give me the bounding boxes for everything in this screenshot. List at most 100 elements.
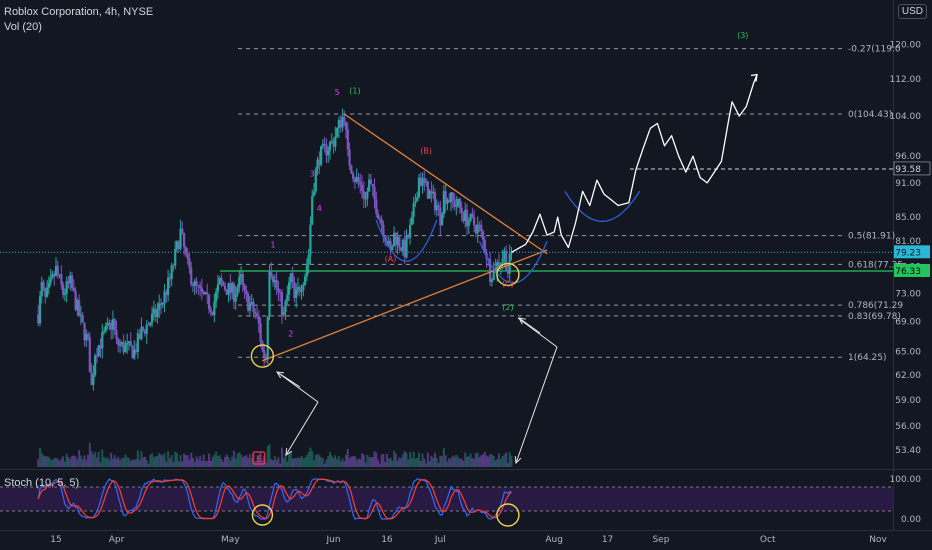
candle-body bbox=[474, 225, 477, 234]
volume-bar bbox=[336, 459, 339, 467]
candle-body bbox=[209, 309, 212, 312]
volume-bar bbox=[286, 461, 289, 467]
candle-body bbox=[199, 285, 202, 288]
volume-bar bbox=[241, 457, 244, 467]
cup-arc bbox=[564, 190, 641, 222]
volume-indicator-label[interactable]: Vol (20) bbox=[4, 21, 42, 33]
currency-button[interactable]: USD bbox=[897, 4, 927, 19]
candle-body bbox=[238, 276, 241, 288]
volume-bar bbox=[369, 457, 372, 467]
candle-body bbox=[120, 341, 123, 345]
time-tick-label: Aug bbox=[545, 535, 563, 545]
volume-bar bbox=[63, 461, 66, 467]
fib-level-label: 0.618(77.35 bbox=[848, 260, 903, 270]
volume-bar bbox=[135, 459, 138, 467]
candle-body bbox=[220, 277, 223, 282]
annotation-arrow bbox=[285, 401, 319, 456]
candle-body bbox=[193, 281, 196, 286]
candle-body bbox=[394, 232, 397, 245]
candle-body bbox=[241, 274, 244, 285]
volume-bar bbox=[350, 456, 353, 467]
volume-bar bbox=[159, 454, 162, 467]
volume-bar bbox=[168, 458, 171, 467]
volume-bar bbox=[401, 454, 404, 467]
candle-body bbox=[202, 291, 205, 295]
stoch-highlight-circle bbox=[251, 504, 274, 526]
trendline-lower bbox=[262, 249, 548, 362]
volume-bar bbox=[147, 463, 150, 467]
volume-bar bbox=[47, 456, 50, 467]
volume-bar bbox=[248, 453, 251, 467]
volume-bar bbox=[508, 452, 511, 467]
volume-bar bbox=[501, 456, 504, 467]
volume-bar bbox=[192, 457, 194, 467]
stoch-indicator-label[interactable]: Stoch (10, 5, 5) bbox=[4, 477, 80, 489]
volume-bar bbox=[302, 458, 305, 467]
volume-bar bbox=[389, 457, 392, 467]
time-tick-label: Apr bbox=[109, 535, 125, 545]
volume-bar bbox=[304, 457, 307, 467]
candle-body bbox=[275, 279, 278, 289]
volume-bars bbox=[37, 442, 513, 467]
wave-label: (C) bbox=[502, 279, 514, 288]
candle-body bbox=[261, 341, 264, 351]
volume-bar bbox=[393, 450, 396, 467]
volume-bar bbox=[85, 459, 88, 467]
candle-body bbox=[263, 350, 266, 358]
volume-bar bbox=[216, 455, 219, 467]
volume-bar bbox=[469, 453, 472, 467]
volume-bar bbox=[225, 454, 228, 467]
candle-body bbox=[426, 181, 429, 199]
candle-body bbox=[353, 178, 357, 182]
wave-label: 2 bbox=[288, 329, 293, 338]
current-price-badge bbox=[894, 245, 930, 259]
candle-body bbox=[437, 205, 440, 208]
annotation-arrow bbox=[276, 371, 301, 388]
volume-bar bbox=[298, 458, 301, 467]
volume-bar bbox=[309, 447, 312, 467]
projection-path bbox=[511, 74, 758, 253]
candle-body bbox=[174, 248, 177, 266]
candle-body bbox=[435, 205, 438, 211]
candle-body bbox=[271, 276, 275, 283]
candle-body bbox=[158, 303, 161, 310]
candle-body bbox=[346, 129, 349, 150]
candle-body bbox=[489, 259, 492, 282]
volume-bar bbox=[416, 457, 419, 467]
volume-bar bbox=[167, 451, 170, 467]
volume-bar bbox=[426, 452, 429, 467]
volume-bar bbox=[453, 456, 456, 467]
volume-bar bbox=[291, 458, 294, 467]
stoch-d-line bbox=[37, 478, 512, 520]
volume-bar bbox=[275, 459, 278, 467]
candle-body bbox=[499, 263, 502, 267]
volume-bar bbox=[136, 450, 139, 467]
volume-bar bbox=[56, 459, 59, 467]
volume-bar bbox=[101, 449, 104, 467]
candle-body bbox=[63, 293, 66, 295]
volume-bar bbox=[259, 451, 262, 467]
candle-body bbox=[94, 355, 97, 375]
volume-bar bbox=[83, 455, 86, 467]
volume-bar bbox=[466, 456, 468, 467]
volume-bar bbox=[163, 452, 166, 467]
volume-bar bbox=[355, 459, 358, 467]
candle-body bbox=[478, 224, 481, 226]
volume-bar bbox=[200, 460, 203, 467]
candle-body bbox=[53, 274, 56, 277]
volume-bar bbox=[154, 456, 157, 467]
volume-bar bbox=[494, 460, 497, 467]
volume-bar bbox=[197, 459, 200, 467]
candle-body bbox=[273, 279, 276, 283]
candle-body bbox=[152, 308, 155, 315]
candle-body bbox=[408, 224, 412, 238]
candle-body bbox=[279, 291, 282, 293]
volume-bar bbox=[72, 455, 75, 467]
candle-body bbox=[451, 192, 454, 200]
candle-body bbox=[110, 322, 113, 330]
candle-body bbox=[398, 237, 401, 248]
volume-bar bbox=[464, 452, 467, 467]
candle-body bbox=[296, 286, 300, 290]
time-tick-label: Jun bbox=[326, 535, 341, 545]
